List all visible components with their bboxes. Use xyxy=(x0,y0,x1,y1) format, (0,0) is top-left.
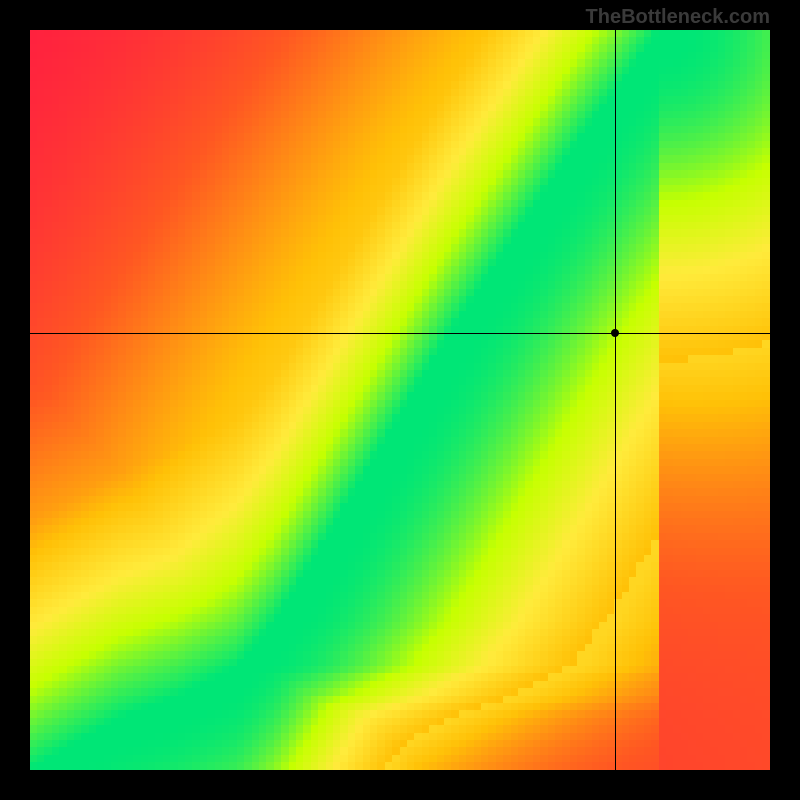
heatmap-canvas xyxy=(30,30,770,770)
heatmap-chart xyxy=(30,30,770,770)
watermark-text: TheBottleneck.com xyxy=(586,6,770,29)
